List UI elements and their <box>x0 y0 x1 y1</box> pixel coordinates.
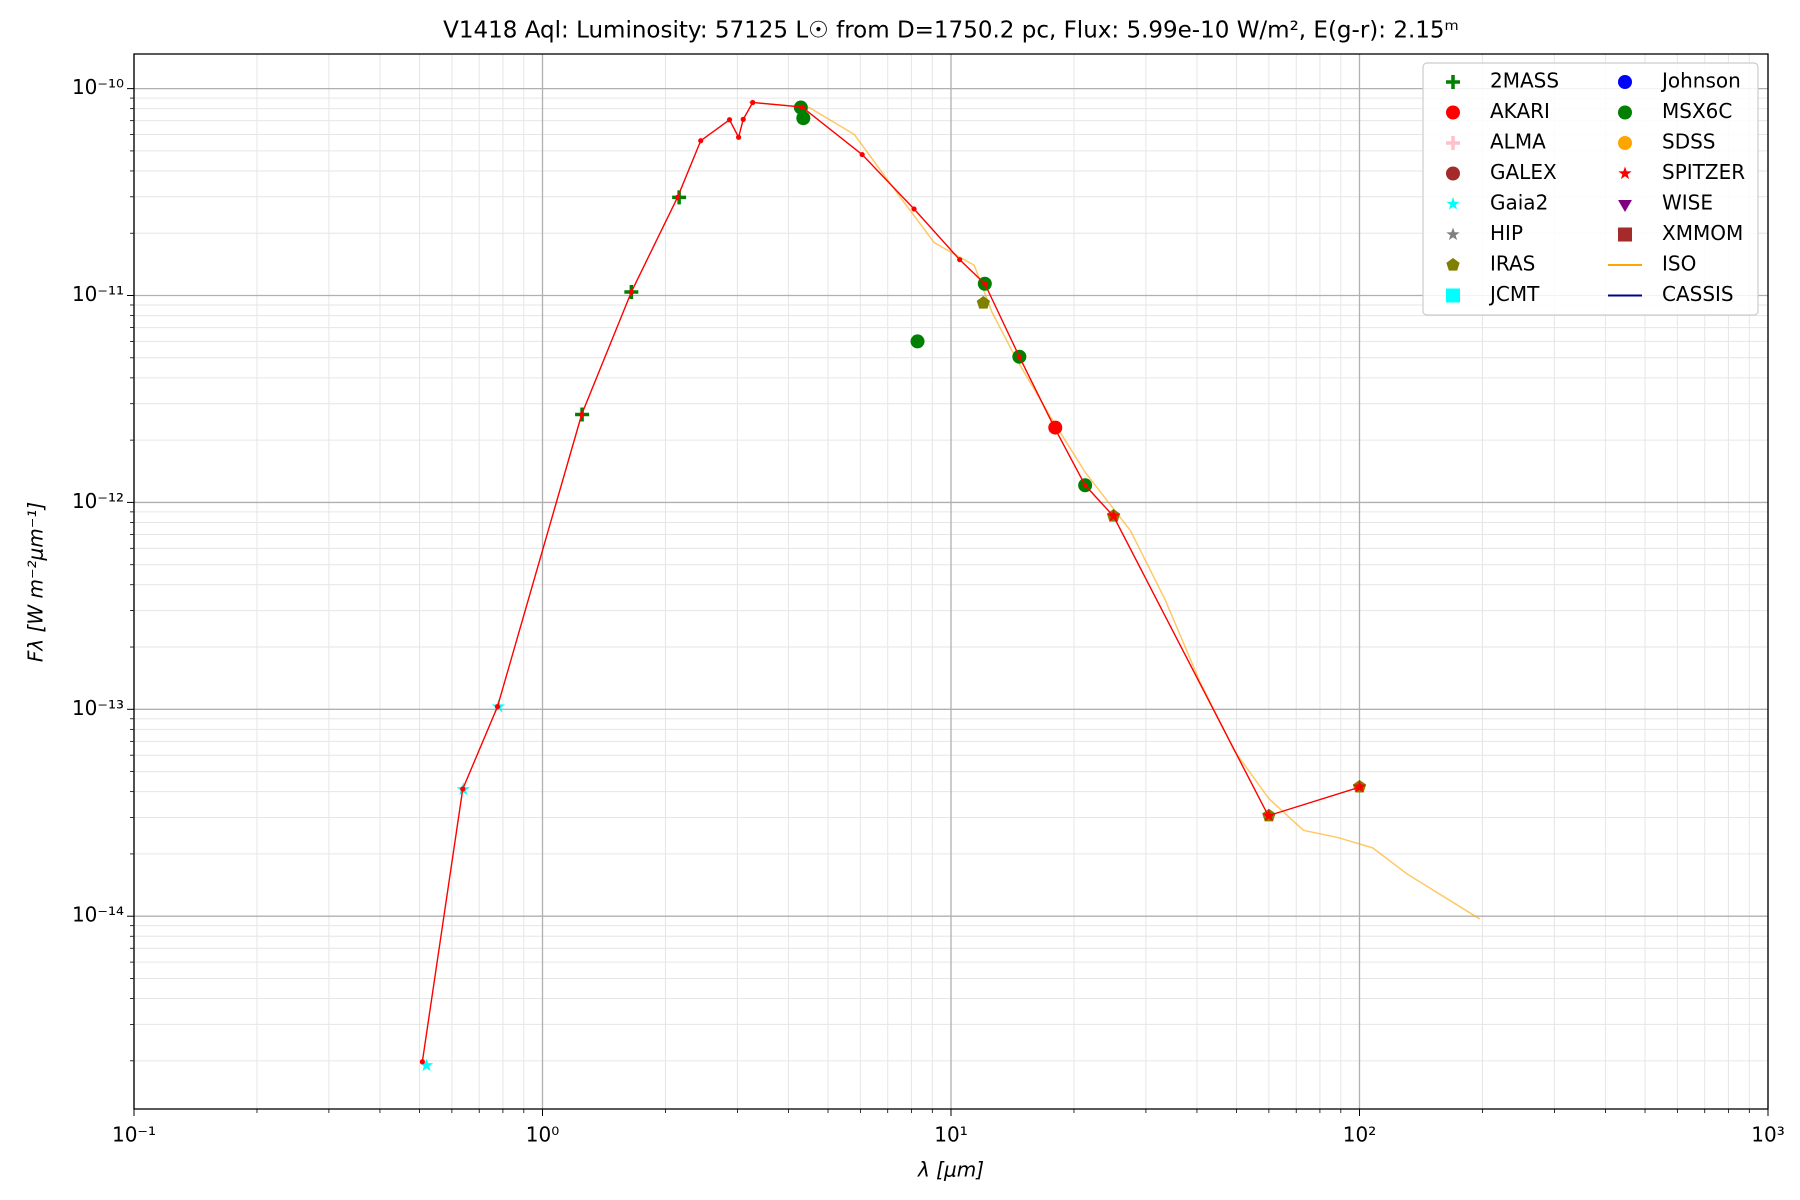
x-tick-label: 10⁰ <box>526 1123 559 1147</box>
legend-label: HIP <box>1490 221 1523 245</box>
legend-marker <box>1618 105 1632 120</box>
y-tick-label: 10⁻¹¹ <box>72 282 124 306</box>
model-point <box>799 104 805 110</box>
x-tick-label: 10² <box>1343 1123 1376 1147</box>
model-point <box>1358 784 1364 790</box>
legend-marker <box>1446 136 1460 150</box>
legend-marker <box>1446 105 1460 120</box>
plot-area <box>419 99 1481 1072</box>
legend-box <box>1422 62 1759 316</box>
x-tick-label: 10¹ <box>934 1123 967 1147</box>
x-tick-label: 10⁻¹ <box>112 1123 156 1147</box>
legend-label: GALEX <box>1490 160 1557 184</box>
legend-label: SDSS <box>1662 130 1716 154</box>
model-point <box>982 281 988 287</box>
data-point <box>419 1058 434 1072</box>
data-point <box>796 111 811 126</box>
model-point <box>419 1059 425 1065</box>
legend-label: IRAS <box>1490 252 1535 276</box>
legend-label: WISE <box>1662 191 1713 215</box>
model-point <box>674 194 681 201</box>
legend-marker <box>1446 197 1460 210</box>
model-point <box>735 134 742 140</box>
chart-title: V1418 Aql: Luminosity: 57125 L☉ from D=1… <box>443 18 1459 44</box>
legend-label: JCMT <box>1488 282 1540 306</box>
model-point <box>859 151 865 158</box>
legend-marker <box>1618 136 1632 150</box>
model-point <box>726 117 733 123</box>
y-tick-label: 10⁻¹⁰ <box>72 75 124 99</box>
legend-marker <box>1446 288 1460 303</box>
legend-marker <box>1618 166 1632 180</box>
model-point <box>750 99 756 106</box>
plot-frame <box>133 53 1769 1110</box>
model-point <box>460 786 466 792</box>
model-line <box>421 101 1361 1062</box>
legend-label: MSX6C <box>1662 99 1732 123</box>
legend-marker <box>1618 75 1632 89</box>
y-tick-label: 10⁻¹³ <box>72 696 124 720</box>
y-tick-label: 10⁻¹⁴ <box>72 903 124 927</box>
model-point <box>740 116 746 122</box>
legend-label: 2MASS <box>1490 69 1559 93</box>
legend-marker <box>1618 227 1632 242</box>
model-point <box>698 138 704 144</box>
x-axis-label: λ [μm] <box>917 1158 984 1182</box>
legend-label: AKARI <box>1490 99 1550 123</box>
legend-label: Johnson <box>1660 69 1741 93</box>
legend-label: ALMA <box>1490 130 1546 154</box>
x-tick-label: 10³ <box>1751 1123 1784 1147</box>
legend-marker <box>1446 75 1460 89</box>
legend-marker <box>1446 258 1460 271</box>
model-point <box>1016 354 1022 360</box>
model-point <box>957 257 963 263</box>
model-point <box>1051 424 1057 430</box>
model-point <box>579 411 585 418</box>
model-point <box>911 206 917 212</box>
y-tick-label: 10⁻¹² <box>72 489 124 513</box>
legend-label: CASSIS <box>1662 282 1734 306</box>
series-line <box>748 101 1481 920</box>
legend-label: SPITZER <box>1662 160 1745 184</box>
model-point <box>628 289 634 295</box>
legend-marker <box>1446 166 1460 181</box>
legend-marker <box>1446 227 1460 241</box>
legend-label: ISO <box>1662 252 1696 276</box>
model-point <box>1265 813 1271 819</box>
legend-label: Gaia2 <box>1490 191 1548 215</box>
model-point <box>1082 482 1088 488</box>
model-point <box>1110 513 1117 519</box>
legend-marker <box>1618 200 1632 212</box>
y-axis-label: Fλ [W m⁻²μm⁻¹] <box>24 502 48 662</box>
data-point <box>910 334 925 349</box>
legend-label: XMMOM <box>1662 221 1743 245</box>
data-point <box>976 296 991 309</box>
model-point <box>494 704 501 710</box>
